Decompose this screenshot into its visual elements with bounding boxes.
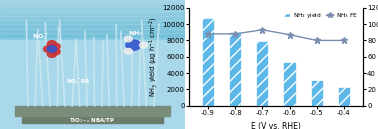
Circle shape [47, 51, 56, 57]
Circle shape [43, 46, 53, 52]
Bar [0, 36, 185, 37]
Bar [0, 12, 185, 13]
Bar [0, 0, 185, 1]
Bar [0, 8, 185, 9]
Bar [0, 37, 185, 39]
Bar [0, 28, 185, 30]
Bar [0, 35, 185, 36]
Bar [311, 80, 323, 106]
Bar [0, 21, 185, 22]
Circle shape [126, 40, 141, 50]
Legend: NH$_3$ yield, NH$_3$ FE: NH$_3$ yield, NH$_3$ FE [281, 9, 360, 22]
Bar [0, 13, 185, 14]
Bar [229, 32, 241, 106]
Bar [202, 18, 214, 106]
Bar [0, 22, 185, 23]
Bar [0, 31, 185, 32]
Bar [0, 19, 185, 21]
Text: NH$_3$: NH$_3$ [128, 29, 143, 38]
Bar [0, 27, 185, 28]
Text: TiO$_{2-x}$ NBA/TP: TiO$_{2-x}$ NBA/TP [69, 117, 116, 125]
Circle shape [47, 41, 56, 47]
Bar [256, 41, 268, 106]
Bar [0, 10, 185, 12]
Bar [0, 18, 185, 19]
Bar [15, 106, 170, 116]
Bar [284, 62, 296, 106]
Circle shape [47, 46, 56, 52]
Bar [0, 1, 185, 3]
Circle shape [51, 48, 60, 55]
Bar [22, 107, 163, 123]
Bar [0, 5, 185, 6]
Bar [0, 26, 185, 27]
Bar [0, 14, 185, 15]
Circle shape [51, 43, 60, 50]
Text: NO$_2^-$RR: NO$_2^-$RR [65, 78, 90, 87]
Bar [0, 34, 185, 35]
Circle shape [124, 36, 132, 42]
Bar [0, 9, 185, 10]
Text: NO$_2^-$: NO$_2^-$ [33, 33, 49, 42]
Bar [0, 25, 185, 26]
Circle shape [124, 49, 132, 54]
Bar [0, 3, 185, 4]
Bar [338, 87, 350, 106]
Y-axis label: NH$_3$ yield ($\mu$g h$^{-1}$ cm$^{-2}$): NH$_3$ yield ($\mu$g h$^{-1}$ cm$^{-2}$) [147, 16, 160, 97]
Bar [0, 23, 185, 25]
Bar [0, 6, 185, 8]
X-axis label: E (V vs. RHE): E (V vs. RHE) [251, 122, 301, 129]
Bar [0, 17, 185, 18]
Bar [0, 32, 185, 34]
Bar [0, 15, 185, 17]
Circle shape [139, 42, 148, 48]
Bar [0, 30, 185, 31]
Bar [0, 4, 185, 5]
